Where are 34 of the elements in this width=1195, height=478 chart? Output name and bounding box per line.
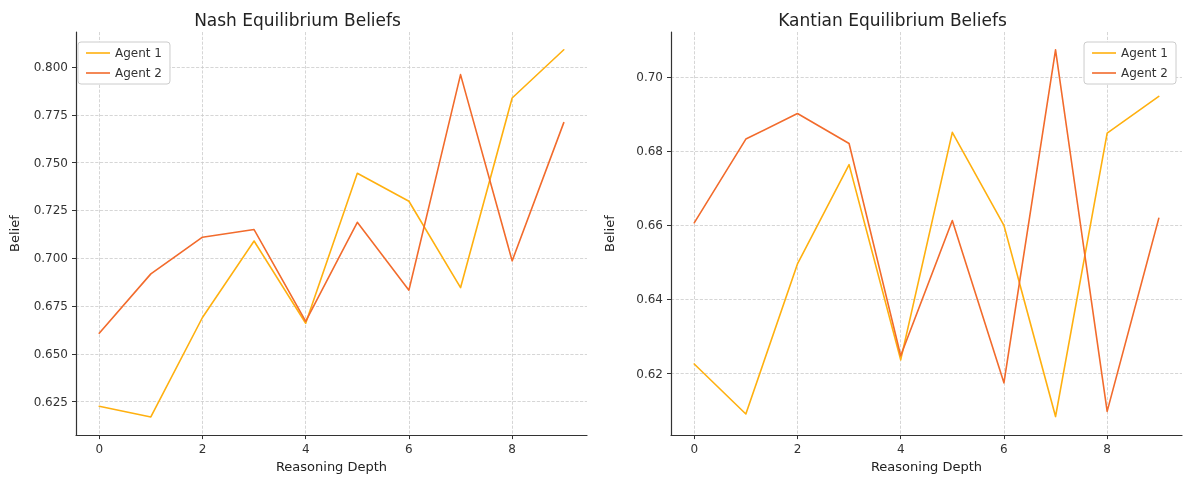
x-axis-title: Reasoning Depth [275,459,388,474]
legend-label: Agent 2 [115,66,162,80]
x-tick-label: 4 [301,442,310,457]
y-tick-label: 0.675 [33,299,68,314]
y-tick-label: 0.750 [33,155,68,170]
y-axis-title: Belief [7,214,22,252]
y-tick-label: 0.70 [636,70,663,85]
x-tick-label: 2 [198,442,207,457]
y-tick-label: 0.725 [33,203,68,218]
line-series [98,48,565,418]
y-tick-label: 0.64 [636,292,663,307]
x-tick-label: 6 [1000,442,1008,457]
x-tick-label: 8 [508,442,516,457]
x-tick-label: 0 [690,442,699,457]
y-tick-label: 0.62 [636,366,663,381]
y-tick-label: 0.700 [33,251,68,266]
y-tick-label: 0.800 [33,59,68,74]
y-axis-title: Belief [602,214,617,252]
chart-title: Nash Equilibrium Beliefs [194,9,402,30]
x-tick-label: 2 [793,442,802,457]
x-tick-label: 0 [95,442,104,457]
y-tick-label: 0.68 [636,144,663,159]
y-tick-label: 0.66 [636,218,663,233]
y-tick-label: 0.650 [33,346,68,361]
x-tick-label: 6 [405,442,413,457]
chart-title: Kantian Equilibrium Beliefs [778,9,1007,30]
y-tick-label: 0.625 [33,394,68,409]
x-tick-label: 8 [1103,442,1111,457]
legend-label: Agent 1 [115,46,162,60]
x-tick-label: 4 [896,442,905,457]
x-axis-title: Reasoning Depth [870,459,983,474]
legend-label: Agent 2 [1121,66,1168,80]
legend-label: Agent 1 [1121,46,1168,60]
y-tick-label: 0.775 [33,107,68,122]
